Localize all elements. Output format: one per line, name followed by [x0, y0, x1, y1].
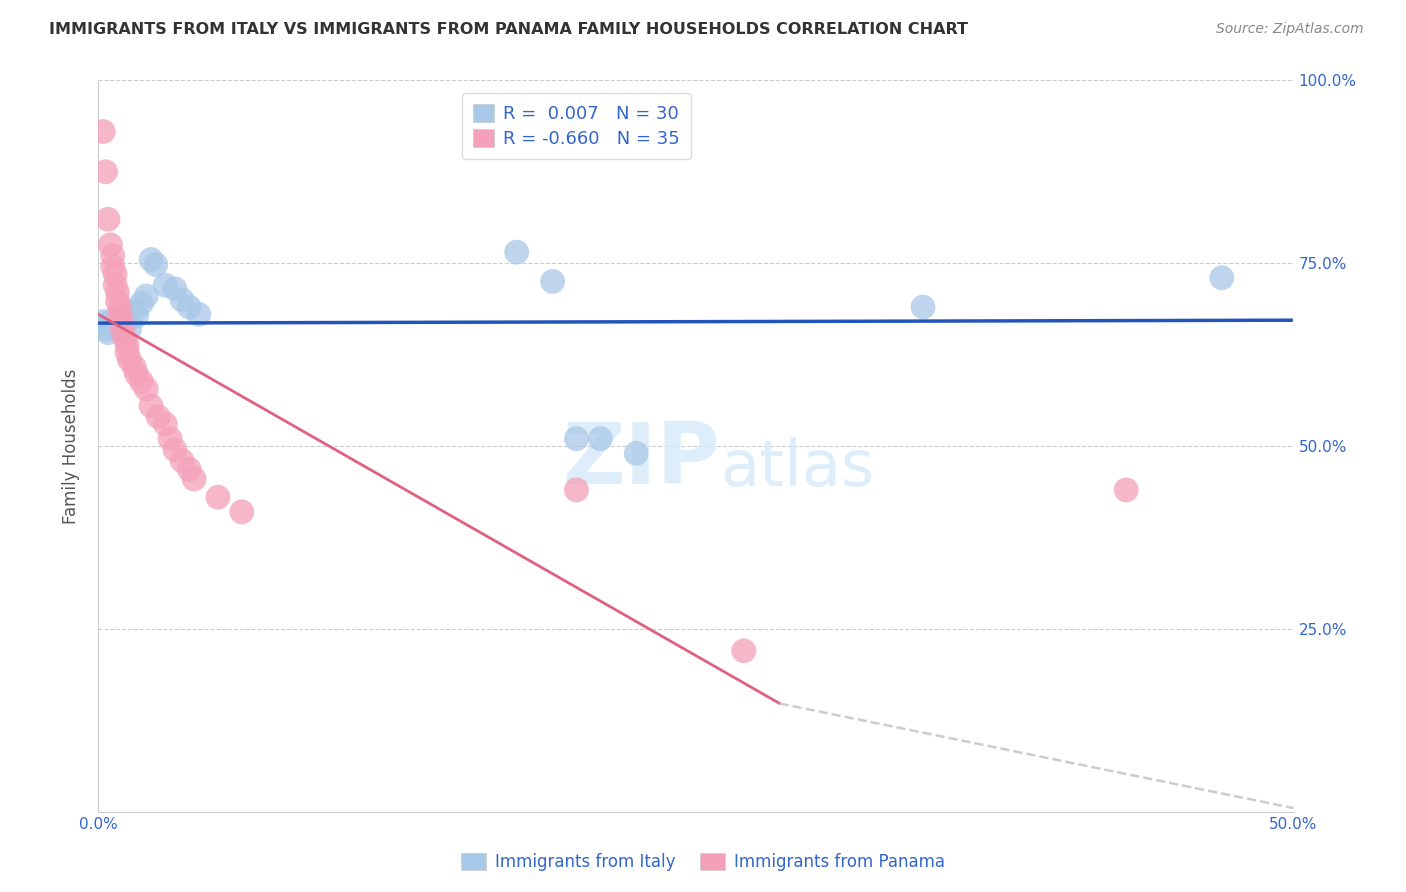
Point: [139, 399, 162, 413]
Point: [107, 294, 129, 309]
Point: [506, 245, 529, 260]
Point: [183, 472, 205, 486]
Point: [1211, 270, 1233, 285]
Point: [589, 432, 612, 446]
Point: [145, 258, 167, 272]
Point: [118, 322, 141, 336]
Point: [115, 338, 138, 352]
Point: [1115, 483, 1137, 497]
Point: [163, 282, 186, 296]
Legend: Immigrants from Italy, Immigrants from Panama: Immigrants from Italy, Immigrants from P…: [453, 845, 953, 880]
Point: [101, 249, 124, 263]
Point: [108, 323, 131, 337]
Point: [104, 318, 127, 333]
Point: [155, 278, 177, 293]
Point: [172, 293, 194, 307]
Point: [626, 446, 648, 460]
Point: [107, 285, 129, 300]
Point: [98, 316, 122, 330]
Point: [155, 417, 177, 431]
Point: [114, 331, 136, 345]
Point: [104, 267, 127, 281]
Point: [207, 490, 229, 504]
Point: [97, 212, 120, 227]
Point: [163, 442, 186, 457]
Point: [124, 303, 146, 318]
Point: [179, 462, 201, 476]
Point: [135, 289, 157, 303]
Point: [101, 260, 124, 274]
Point: [111, 310, 134, 325]
Point: [91, 315, 114, 329]
Point: [148, 409, 170, 424]
Point: [94, 164, 117, 178]
Point: [565, 483, 588, 497]
Point: [118, 352, 141, 367]
Point: [179, 300, 201, 314]
Y-axis label: Family Households: Family Households: [62, 368, 80, 524]
Point: [135, 382, 157, 396]
Point: [97, 326, 120, 340]
Point: [104, 278, 127, 293]
Point: [108, 301, 131, 316]
Point: [131, 375, 153, 389]
Point: [115, 345, 138, 359]
Legend: R =  0.007   N = 30, R = -0.660   N = 35: R = 0.007 N = 30, R = -0.660 N = 35: [463, 93, 690, 159]
Text: atlas: atlas: [720, 437, 875, 499]
Point: [107, 322, 129, 336]
Point: [159, 432, 181, 446]
Point: [911, 300, 934, 314]
Point: [101, 313, 124, 327]
Point: [98, 237, 122, 252]
Point: [94, 322, 117, 336]
Point: [111, 323, 134, 337]
Point: [111, 316, 134, 330]
Point: [124, 359, 146, 374]
Point: [231, 505, 253, 519]
Point: [139, 252, 162, 267]
Point: [172, 453, 194, 467]
Point: [125, 309, 148, 323]
Point: [131, 296, 153, 310]
Text: Source: ZipAtlas.com: Source: ZipAtlas.com: [1216, 22, 1364, 37]
Point: [108, 309, 131, 323]
Text: ZIP: ZIP: [562, 419, 720, 502]
Point: [125, 368, 148, 382]
Point: [733, 644, 755, 658]
Point: [187, 307, 209, 321]
Point: [91, 124, 114, 138]
Text: IMMIGRANTS FROM ITALY VS IMMIGRANTS FROM PANAMA FAMILY HOUSEHOLDS CORRELATION CH: IMMIGRANTS FROM ITALY VS IMMIGRANTS FROM…: [49, 22, 969, 37]
Point: [541, 275, 564, 289]
Point: [115, 313, 138, 327]
Point: [565, 432, 588, 446]
Point: [114, 316, 136, 330]
